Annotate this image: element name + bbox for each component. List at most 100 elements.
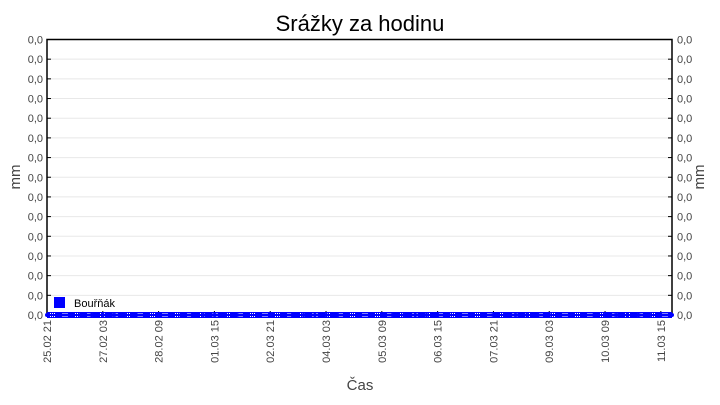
data-point — [245, 313, 250, 317]
y-tick-label-right: 0,0 — [677, 231, 692, 243]
y-tick-label: 0,0 — [28, 290, 43, 302]
data-point — [368, 313, 373, 317]
data-point — [580, 313, 585, 317]
data-point — [670, 313, 674, 317]
data-point — [357, 313, 362, 317]
data-point — [234, 313, 239, 317]
data-point — [324, 313, 329, 317]
y-tick-label-right: 0,0 — [677, 192, 692, 204]
x-tick-label: 10.03 09 — [600, 320, 612, 363]
grid — [47, 58, 672, 296]
x-tick-label: 28.02 09 — [154, 320, 166, 363]
data-point — [212, 313, 217, 317]
data-point — [625, 313, 630, 317]
data-point — [257, 313, 262, 317]
y-tick-label: 0,0 — [28, 94, 43, 106]
data-point — [424, 313, 429, 317]
data-point — [301, 313, 306, 317]
x-axis: 25.02 21 27.02 03 28.02 09 01.03 15 02.03 21… — [42, 311, 668, 363]
y-axis-label-right: mm — [691, 165, 708, 190]
data-point — [569, 313, 574, 317]
x-tick-label: 25.02 21 — [42, 320, 54, 363]
y-tick-label-right: 0,0 — [677, 271, 692, 283]
x-tick-label: 07.03 21 — [488, 320, 500, 363]
y-tick-label-right: 0,0 — [677, 290, 692, 302]
data-point — [524, 313, 529, 317]
data-point — [636, 313, 641, 317]
data-point — [647, 313, 652, 317]
y-tick-label: 0,0 — [28, 35, 43, 47]
y-tick-label-right: 0,0 — [677, 172, 692, 184]
data-point — [145, 313, 150, 317]
y-tick-label: 0,0 — [28, 271, 43, 283]
x-tick-label: 27.02 03 — [98, 320, 110, 363]
x-tick-label: 06.03 15 — [433, 320, 445, 363]
data-point — [100, 313, 105, 317]
y-tick-label: 0,0 — [28, 54, 43, 66]
y-tick-label-right: 0,0 — [677, 133, 692, 145]
y-tick-label-right: 0,0 — [677, 113, 692, 125]
data-point — [167, 313, 172, 317]
data-point — [558, 313, 563, 317]
y-tick-label: 0,0 — [28, 192, 43, 204]
data-point — [56, 313, 61, 317]
data-point — [201, 313, 206, 317]
x-tick-label: 05.03 09 — [377, 320, 389, 363]
y-tick-label: 0,0 — [28, 153, 43, 165]
data-point — [469, 313, 474, 317]
y-tick-label-right: 0,0 — [677, 54, 692, 66]
data-point — [603, 313, 608, 317]
legend: Bouřňák — [54, 297, 115, 310]
data-point — [658, 313, 663, 317]
y-tick-label: 0,0 — [28, 74, 43, 86]
data-point — [156, 313, 161, 317]
data-point — [435, 313, 440, 317]
data-point — [346, 313, 351, 317]
data-point — [502, 313, 507, 317]
x-tick-label: 02.03 21 — [265, 320, 277, 363]
data-point — [491, 313, 496, 317]
legend-label: Bouřňák — [74, 298, 115, 310]
data-point — [78, 313, 83, 317]
data-point — [402, 313, 407, 317]
data-point — [379, 313, 384, 317]
data-point — [279, 313, 284, 317]
data-point — [178, 313, 183, 317]
data-point — [134, 313, 139, 317]
data-point — [312, 313, 317, 317]
data-point — [446, 313, 451, 317]
data-point — [513, 313, 518, 317]
y-tick-label: 0,0 — [28, 251, 43, 263]
x-tick-label: 09.03 03 — [544, 320, 556, 363]
data-point — [89, 313, 94, 317]
data-point — [268, 313, 273, 317]
x-tick-label: 04.03 03 — [321, 320, 333, 363]
data-point — [111, 313, 116, 317]
x-tick-label: 11.03 15 — [656, 320, 668, 362]
data-point — [591, 313, 596, 317]
data-point — [480, 313, 485, 317]
y-tick-label-right: 0,0 — [677, 153, 692, 165]
data-point — [457, 313, 462, 317]
data-point — [190, 313, 195, 317]
y-tick-label: 0,0 — [28, 231, 43, 243]
data-point — [223, 313, 228, 317]
data-point — [335, 313, 340, 317]
y-tick-label: 0,0 — [28, 113, 43, 125]
y-tick-label: 0,0 — [28, 212, 43, 224]
x-tick-label: 01.03 15 — [209, 320, 221, 363]
legend-swatch — [54, 297, 65, 308]
y-tick-label: 0,0 — [28, 172, 43, 184]
chart-title: Srážky za hodinu — [276, 11, 445, 36]
data-point — [536, 313, 541, 317]
data-point — [547, 313, 552, 317]
data-point — [413, 313, 418, 317]
series-layer — [45, 312, 674, 318]
y-tick-label-right: 0,0 — [677, 251, 692, 263]
y-tick-label-right: 0,0 — [677, 94, 692, 106]
data-point — [290, 313, 295, 317]
y-axis: 0,0 0,0 0,0 0,0 0,0 0,0 0,0 0,0 0,0 0,0 0,0 0,0 0,0 0… — [28, 35, 693, 323]
data-point — [614, 313, 619, 317]
data-point — [45, 313, 49, 317]
